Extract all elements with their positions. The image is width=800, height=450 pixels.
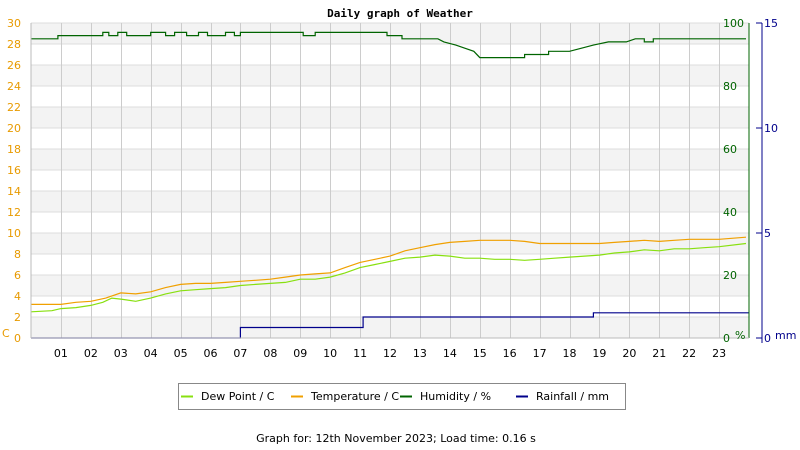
- chart-title: Daily graph of Weather: [327, 7, 473, 20]
- humidity-axis-tick-label: 0: [723, 332, 730, 345]
- left-axis-tick-label: 6: [14, 269, 21, 282]
- series-line: [31, 31, 746, 59]
- rainfall-axis-tick-label: 15: [764, 17, 778, 30]
- x-axis-tick-label: 23: [712, 347, 726, 360]
- humidity-axis-tick-label: 60: [723, 143, 737, 156]
- series-line: [30, 242, 747, 313]
- humidity-axis-tick-label: 80: [723, 80, 737, 93]
- left-axis-tick-label: 18: [7, 143, 21, 156]
- legend-label: Humidity / %: [420, 390, 491, 403]
- x-axis-tick-label: 10: [323, 347, 337, 360]
- footer-text: Graph for: 12th November 2023; Load time…: [256, 432, 536, 445]
- left-axis-tick-label: 4: [14, 290, 21, 303]
- x-axis-tick-label: 17: [533, 347, 547, 360]
- left-axis-tick-label: 26: [7, 59, 21, 72]
- x-axis-tick-label: 15: [473, 347, 487, 360]
- left-axis-unit: C: [2, 327, 10, 340]
- humidity-axis-unit: %: [735, 329, 745, 342]
- x-axis-tick-label: 08: [263, 347, 277, 360]
- left-axis-tick-label: 0: [14, 332, 21, 345]
- x-axis-tick-label: 20: [622, 347, 636, 360]
- left-axis-tick-label: 10: [7, 227, 21, 240]
- x-axis-tick-label: 04: [144, 347, 158, 360]
- legend-label: Dew Point / C: [201, 390, 275, 403]
- x-axis-tick-label: 21: [652, 347, 666, 360]
- x-axis-tick-label: 19: [592, 347, 606, 360]
- series-lines: [30, 31, 749, 339]
- left-axis-tick-label: 8: [14, 248, 21, 261]
- legend-label: Temperature / C: [310, 390, 399, 403]
- left-axis-tick-label: 2: [14, 311, 21, 324]
- x-axis-tick-label: 16: [503, 347, 517, 360]
- humidity-axis-tick-label: 40: [723, 206, 737, 219]
- left-axis-tick-label: 30: [7, 17, 21, 30]
- x-axis-tick-label: 07: [233, 347, 247, 360]
- humidity-axis-tick-label: 100: [723, 17, 744, 30]
- left-axis-tick-label: 14: [7, 185, 21, 198]
- rainfall-axis-unit: mm: [775, 329, 796, 342]
- left-axis-tick-label: 28: [7, 38, 21, 51]
- x-axis-tick-label: 18: [563, 347, 577, 360]
- x-axis-tick-label: 06: [204, 347, 218, 360]
- left-axis-tick-label: 12: [7, 206, 21, 219]
- left-axis-tick-label: 20: [7, 122, 21, 135]
- series-line: [31, 236, 747, 305]
- legend-label: Rainfall / mm: [536, 390, 609, 403]
- grid-lines: [31, 22, 749, 339]
- rainfall-axis-tick-label: 5: [764, 227, 771, 240]
- x-axis-tick-label: 14: [443, 347, 457, 360]
- x-axis-tick-label: 13: [413, 347, 427, 360]
- x-axis-tick-label: 02: [84, 347, 98, 360]
- x-axis-tick-label: 09: [293, 347, 307, 360]
- series-line: [31, 312, 749, 339]
- x-axis-tick-label: 05: [174, 347, 188, 360]
- grid-bands: [31, 23, 749, 338]
- x-axis-tick-label: 22: [682, 347, 696, 360]
- humidity-axis-tick-label: 20: [723, 269, 737, 282]
- x-axis-tick-label: 01: [54, 347, 68, 360]
- left-axis-tick-label: 22: [7, 101, 21, 114]
- x-axis-tick-label: 03: [114, 347, 128, 360]
- left-axis-tick-label: 16: [7, 164, 21, 177]
- x-axis-tick-label: 12: [383, 347, 397, 360]
- rainfall-axis-tick-label: 0: [764, 332, 771, 345]
- legend: Dew Point / C Temperature / C Humidity / %…: [178, 383, 626, 410]
- left-axis-tick-label: 24: [7, 80, 21, 93]
- rainfall-axis-tick-label: 10: [764, 122, 778, 135]
- x-axis-tick-label: 11: [353, 347, 367, 360]
